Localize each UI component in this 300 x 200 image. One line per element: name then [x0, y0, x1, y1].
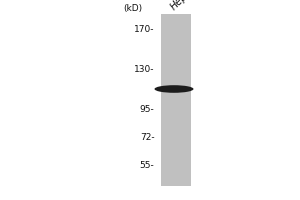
Bar: [160, 14, 190, 186]
Ellipse shape: [154, 85, 194, 93]
Text: 130-: 130-: [134, 64, 154, 73]
Text: 170-: 170-: [134, 24, 154, 33]
Text: HepG2: HepG2: [168, 0, 199, 12]
Text: 95-: 95-: [140, 104, 154, 114]
Text: 72-: 72-: [140, 132, 154, 142]
Text: (kD): (kD): [123, 4, 142, 13]
Text: 55-: 55-: [140, 160, 154, 170]
